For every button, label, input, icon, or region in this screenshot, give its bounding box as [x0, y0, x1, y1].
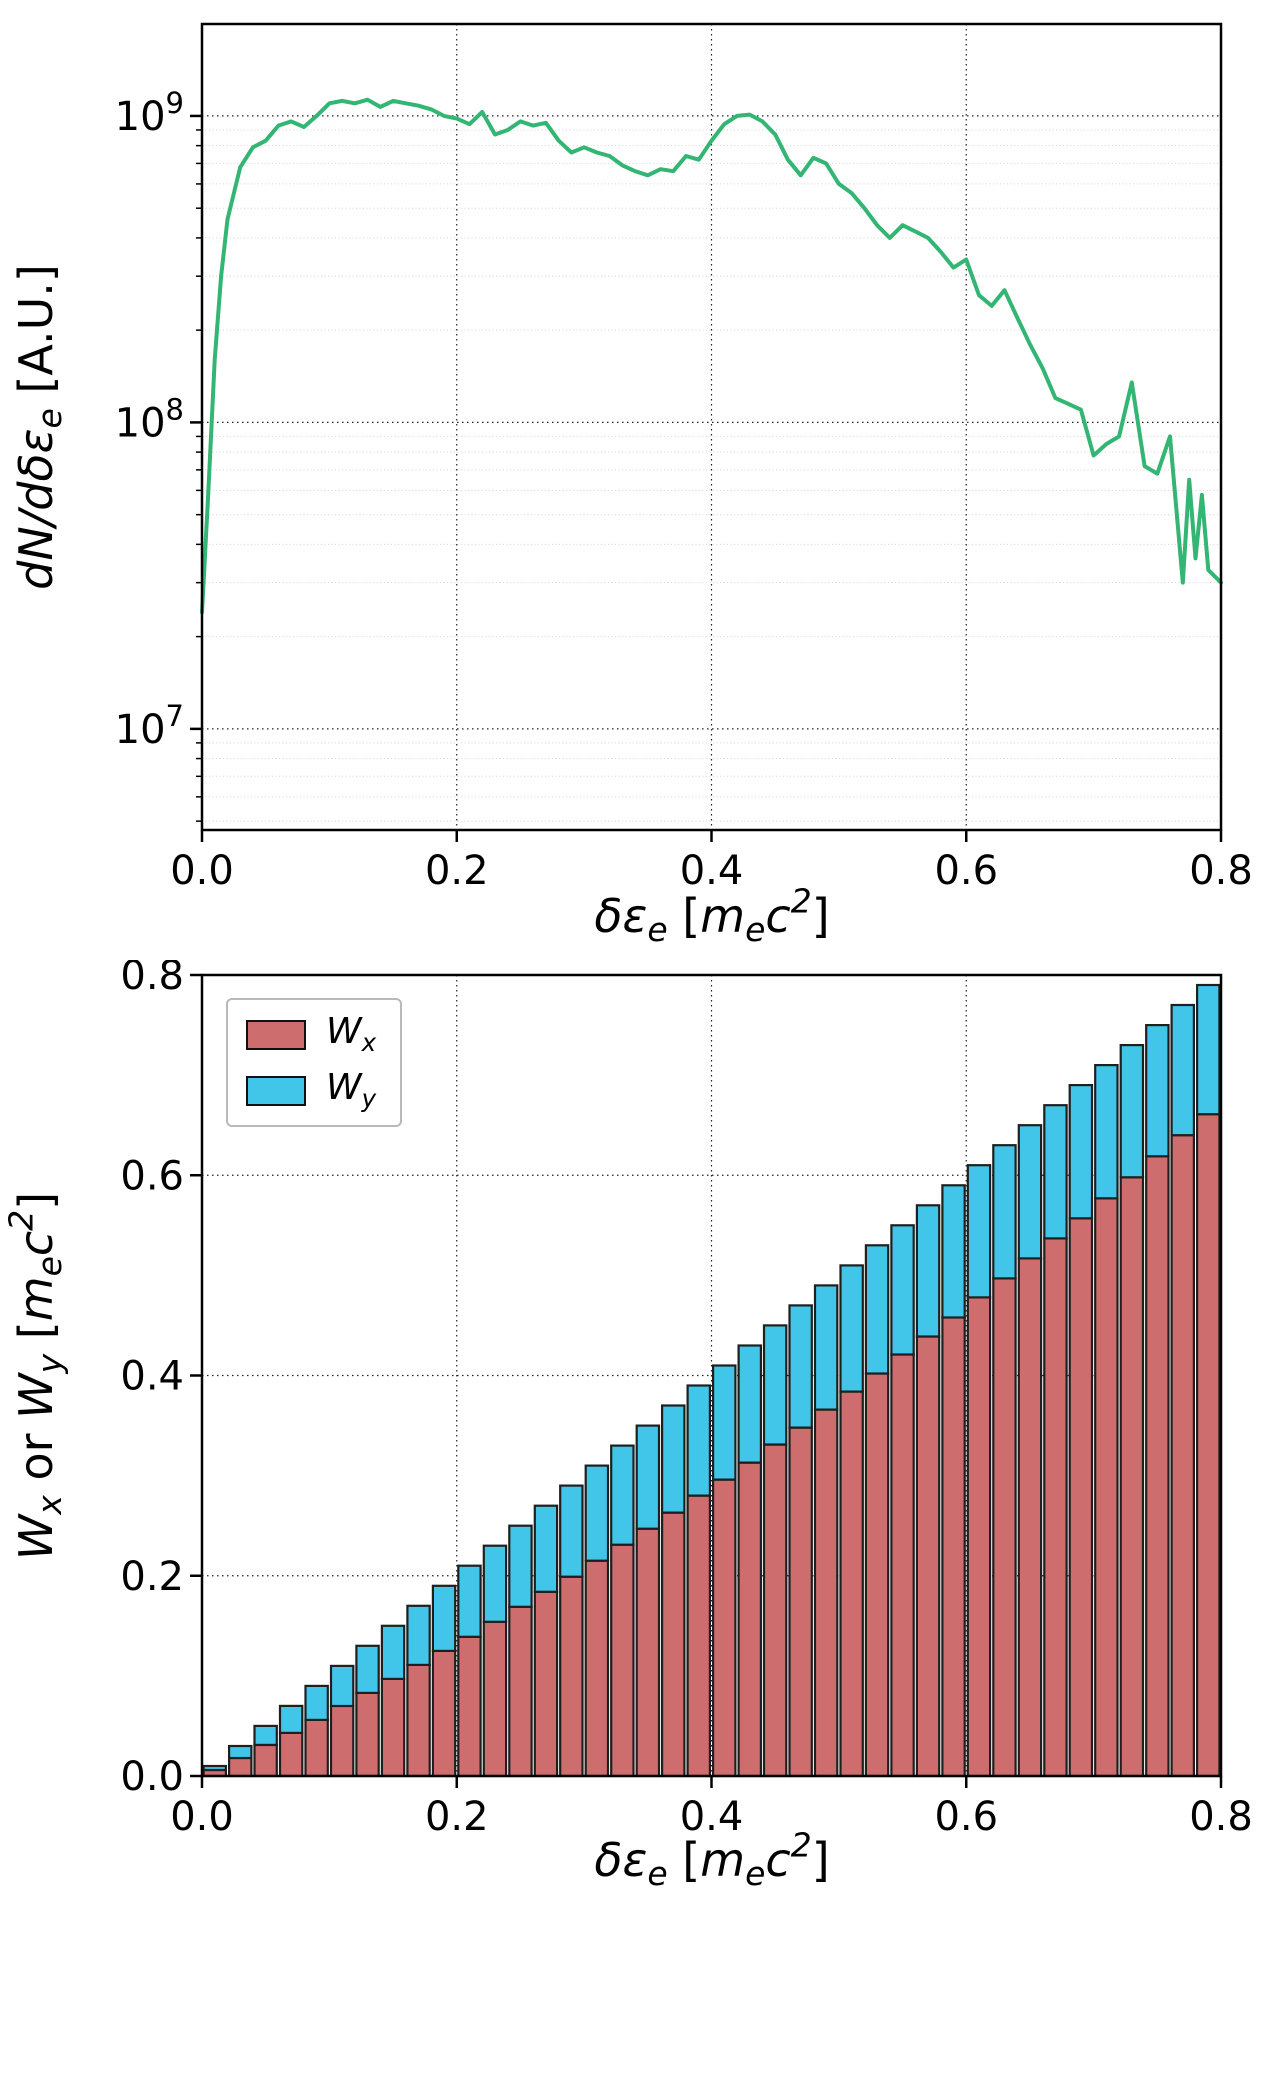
svg-text:0.8: 0.8 [1189, 1794, 1253, 1840]
svg-text:0.2: 0.2 [120, 1554, 184, 1600]
svg-text:107: 107 [115, 699, 184, 753]
svg-text:0.6: 0.6 [120, 1153, 184, 1199]
svg-text:0.0: 0.0 [120, 1754, 184, 1800]
spectrum-ylabel: dN/dδεe [A.U.] [9, 264, 69, 590]
work-ylabel: Wx or Wy [mec2] [2, 1192, 70, 1560]
svg-text:109: 109 [115, 86, 184, 140]
svg-text:0.8: 0.8 [1189, 848, 1253, 894]
svg-text:0.6: 0.6 [934, 1794, 998, 1840]
svg-text:108: 108 [115, 393, 184, 447]
work-xlabel: δεe [mec2] [594, 1826, 829, 1894]
legend-item-wy: Wy [246, 1066, 377, 1113]
svg-text:0.8: 0.8 [120, 960, 184, 999]
legend-swatch-wy [246, 1075, 306, 1106]
svg-text:0.6: 0.6 [934, 848, 998, 894]
svg-text:0.0: 0.0 [170, 1794, 234, 1840]
svg-text:0.2: 0.2 [425, 848, 489, 894]
legend-label-wy: Wy [326, 1066, 377, 1113]
spectrum-xlabel: δεe [mec2] [594, 882, 829, 950]
svg-text:0.4: 0.4 [680, 848, 744, 894]
svg-text:0.2: 0.2 [425, 1794, 489, 1840]
legend: Wx Wy [226, 998, 403, 1128]
legend-label-wx: Wx [326, 1011, 377, 1058]
svg-text:0.0: 0.0 [170, 848, 234, 894]
spectrum-chart-svg: δεe [mec2] dN/dδεe [A.U.] 0.0 0.2 0.4 0.6 0.… [9, 22, 1253, 950]
legend-swatch-wx [246, 1019, 306, 1050]
work-chart-svg: δεe [mec2] Wx or Wy [mec2] 0.0 0.2 0.4 0.6 0… [2, 960, 1253, 1894]
legend-item-wx: Wx [246, 1014, 376, 1056]
svg-text:0.4: 0.4 [680, 1794, 744, 1840]
svg-text:0.4: 0.4 [120, 1354, 184, 1400]
